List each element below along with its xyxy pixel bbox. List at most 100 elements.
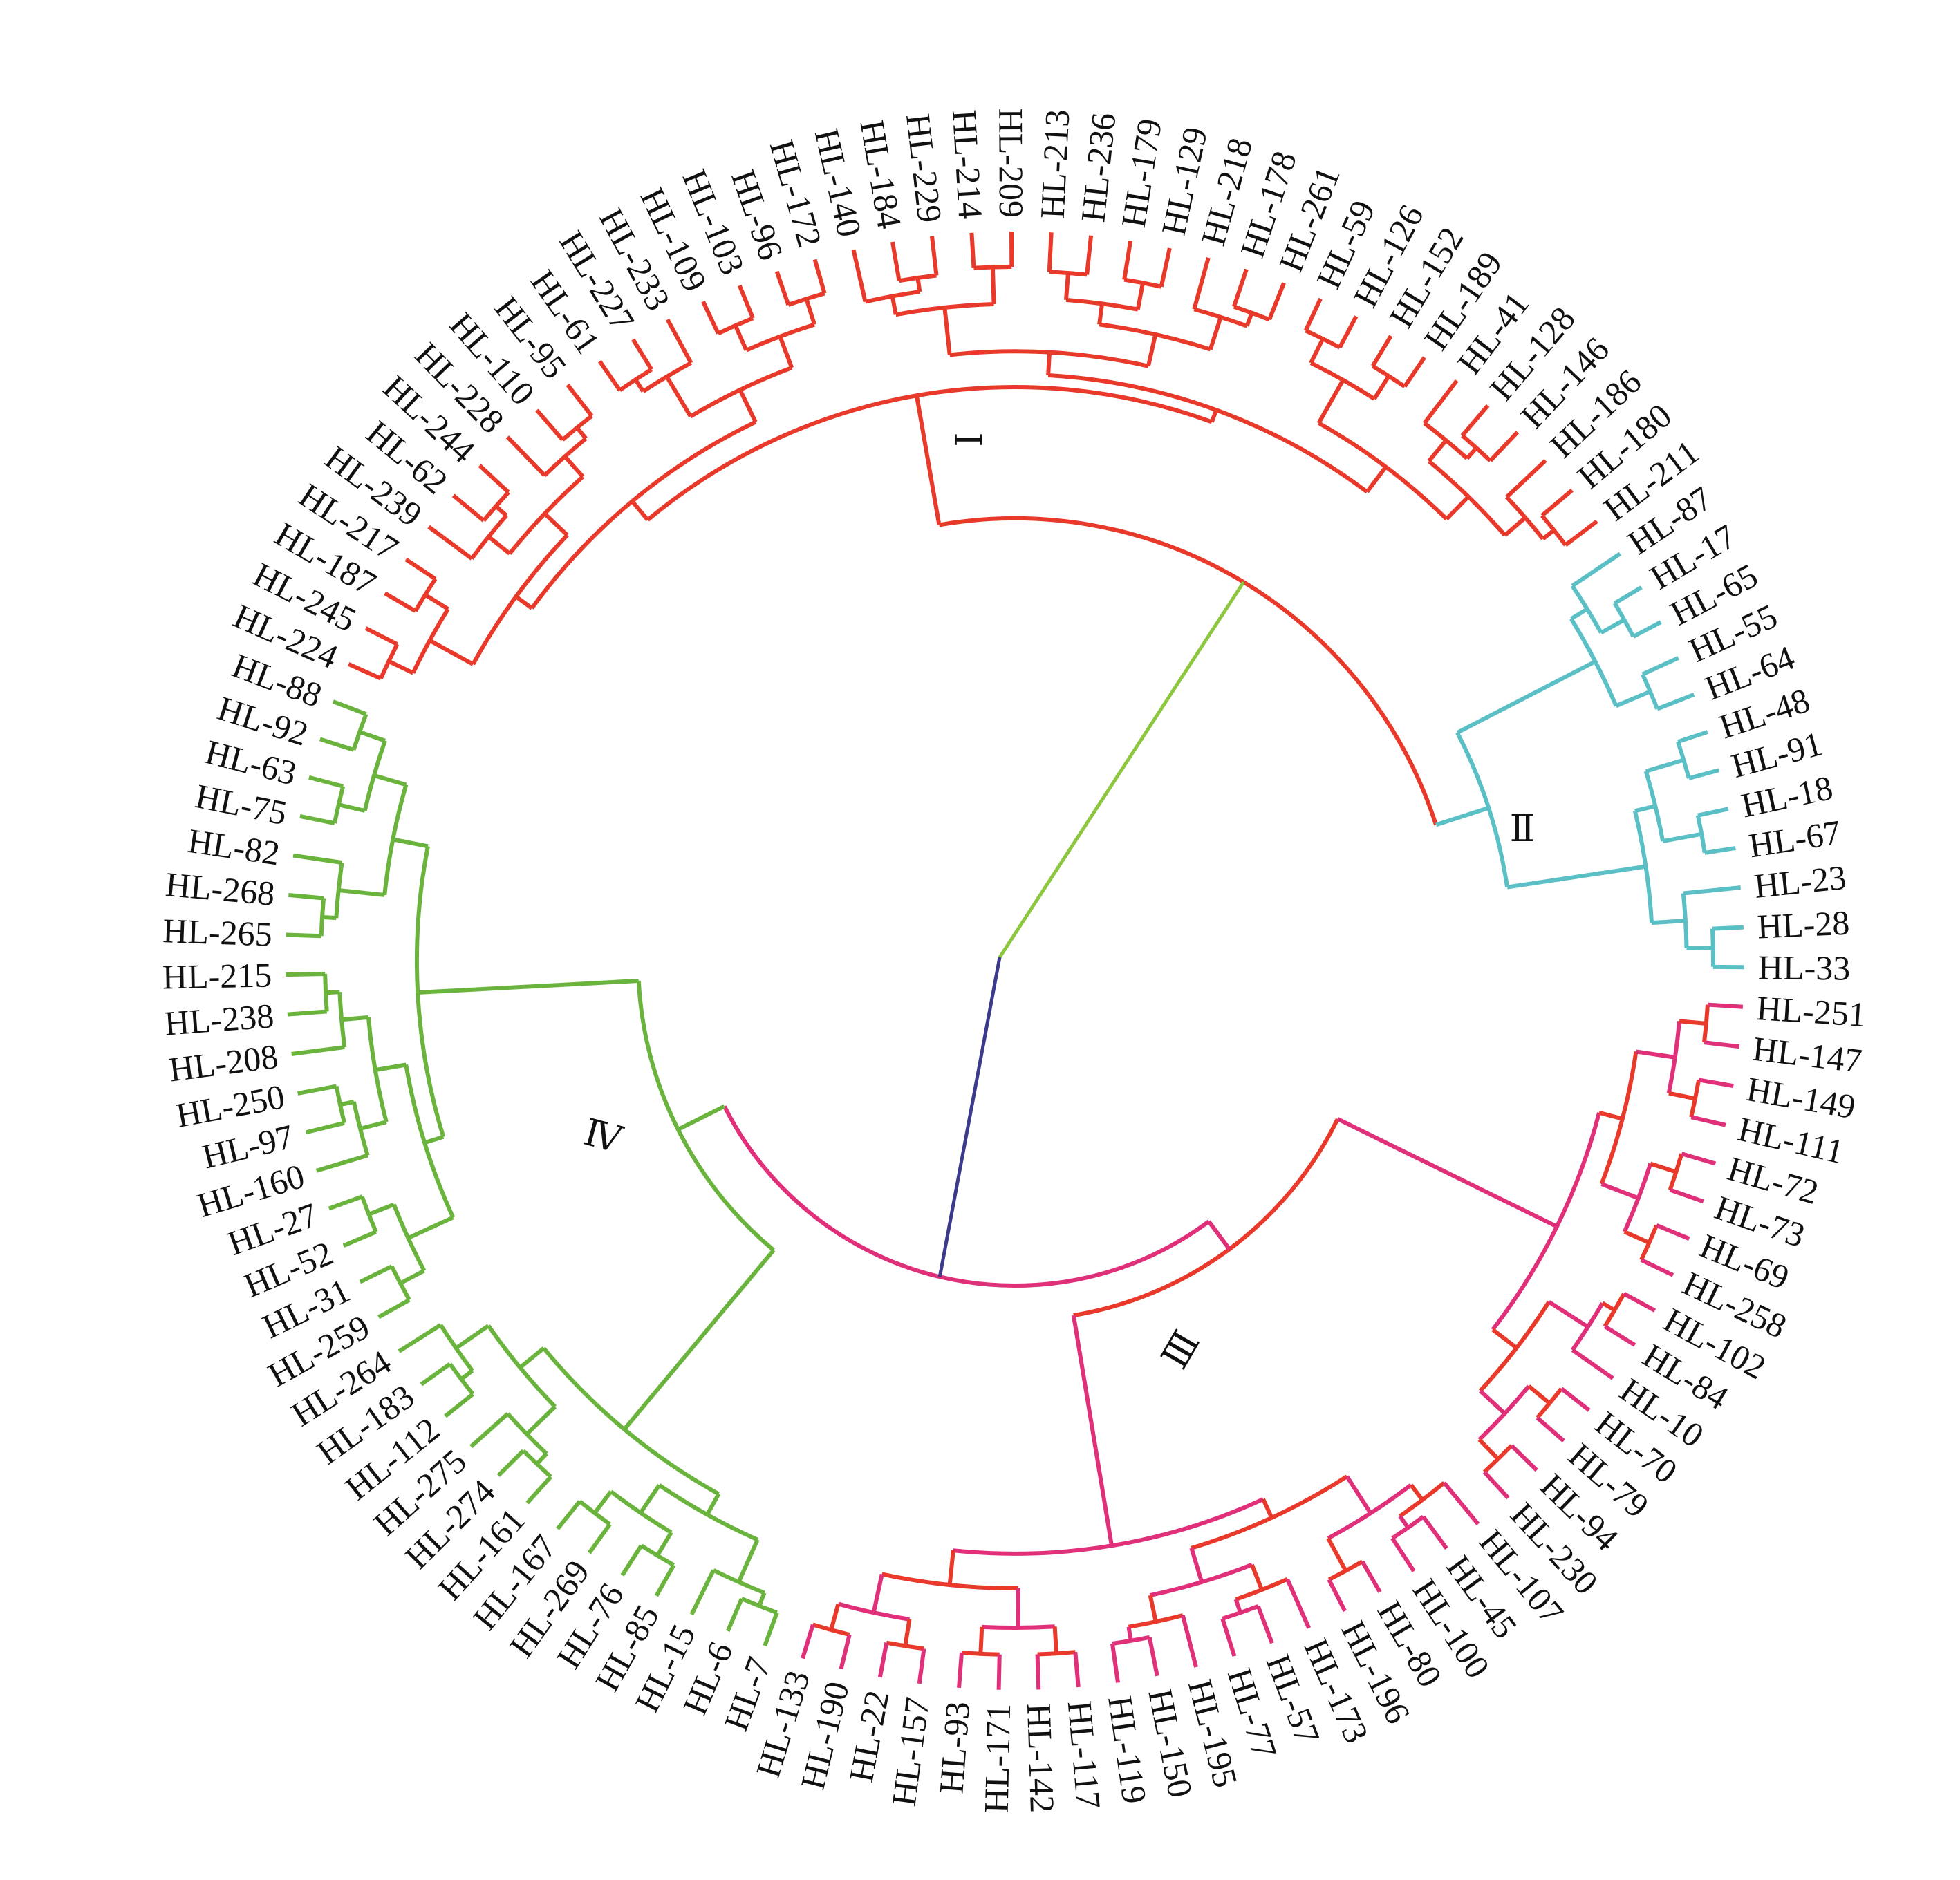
branch-line <box>1071 1315 1114 1546</box>
branch-line <box>1651 919 1686 925</box>
branch-arc <box>689 366 793 419</box>
branch-arc <box>1391 1515 1425 1540</box>
branch-line <box>424 593 449 611</box>
branch-line <box>1635 1049 1676 1060</box>
branch-line <box>1527 1384 1551 1405</box>
branch-line <box>424 1134 445 1145</box>
branch-line <box>451 494 485 523</box>
branch-arc <box>949 349 1149 368</box>
branch-line <box>1704 1040 1740 1049</box>
branch-line <box>1233 1599 1242 1614</box>
branch-line <box>1309 337 1325 364</box>
leaf-label: HL-236 <box>1073 111 1123 223</box>
branch-arc <box>640 1543 675 1567</box>
branch-arc <box>1681 893 1689 948</box>
branch-line <box>1690 1115 1726 1127</box>
branch-arc <box>379 643 400 679</box>
branch-arc <box>1540 514 1567 547</box>
branch-line <box>359 730 386 743</box>
branch-line <box>377 1298 411 1319</box>
branch-line <box>364 626 398 646</box>
branch-line <box>622 1248 776 1431</box>
branch-arc <box>1372 364 1406 388</box>
leaf-label: HL-28 <box>1757 903 1851 946</box>
branch-line <box>733 324 749 351</box>
branch-line <box>1122 240 1133 281</box>
branch-line <box>347 662 382 681</box>
branch-arc <box>1571 1301 1605 1351</box>
branch-arc <box>391 1203 427 1272</box>
branch-line <box>519 1346 545 1369</box>
branch-line <box>1126 1626 1133 1642</box>
branch-line <box>1662 831 1702 844</box>
branch-line <box>1244 312 1254 327</box>
branch-arc <box>530 420 757 610</box>
branch-line <box>315 1153 368 1173</box>
branch-line <box>705 1493 721 1516</box>
branch-line <box>575 426 588 440</box>
branch-line <box>839 1634 852 1670</box>
branch-line <box>1336 1117 1558 1229</box>
branch-line <box>665 318 693 364</box>
branch-line <box>1650 1161 1677 1174</box>
branch-arc <box>1477 1384 1531 1441</box>
branch-line <box>342 1230 377 1248</box>
branch-arc <box>1065 297 1139 312</box>
branch-line <box>1192 256 1211 310</box>
branch-line <box>829 1603 841 1630</box>
leaf-label: HL-23 <box>1753 858 1848 905</box>
branch-arc <box>745 322 815 352</box>
branch-line <box>292 853 343 865</box>
branch-line <box>325 990 340 995</box>
branch-line <box>1570 607 1589 621</box>
branch-line <box>1477 1438 1500 1460</box>
branch-line <box>1614 585 1643 605</box>
branch-line <box>375 1062 407 1073</box>
branch-line <box>1456 659 1596 735</box>
branch-line <box>1683 885 1741 896</box>
branch-line <box>633 378 645 393</box>
branch-arc <box>1049 270 1088 277</box>
root-branch-III-IV <box>937 957 1002 1277</box>
cluster-label: Ⅰ <box>946 432 988 446</box>
leaf-label: HL-251 <box>1755 988 1867 1034</box>
branch-arc <box>1622 1163 1653 1233</box>
branch-arc <box>886 1640 924 1651</box>
branch-line <box>1536 1416 1565 1443</box>
branch-line <box>957 1652 964 1689</box>
branch-arc <box>1632 810 1654 923</box>
branch-line <box>360 1120 387 1131</box>
branch-line <box>398 1323 442 1353</box>
branch-arc <box>953 1497 1264 1556</box>
branch-line <box>996 1654 1002 1690</box>
branch-arc <box>609 1489 673 1534</box>
branch-line <box>1571 552 1622 588</box>
branch-line <box>1409 1483 1424 1501</box>
branch-arc <box>1309 361 1376 401</box>
branch-line <box>655 1531 673 1557</box>
branch-line <box>368 1202 395 1216</box>
branch-arc <box>1666 1021 1682 1094</box>
branch-line <box>420 1362 451 1386</box>
branch-line <box>1603 1324 1636 1347</box>
branch-line <box>890 241 902 281</box>
branch-line <box>631 338 653 371</box>
branch-arc <box>722 1105 1211 1288</box>
branch-arc <box>337 992 347 1048</box>
branch-line <box>1634 804 1656 814</box>
branch-arc <box>561 414 593 442</box>
branch-line <box>1207 1220 1231 1251</box>
branch-line <box>1656 693 1695 711</box>
branch-line <box>917 1648 926 1684</box>
branch-arc <box>973 265 1012 270</box>
branch-line <box>851 249 868 303</box>
branch-arc <box>438 1324 474 1372</box>
branch-arc <box>1569 617 1618 707</box>
branch-line <box>341 1015 369 1022</box>
branch-line <box>339 1100 355 1107</box>
branch-line <box>1338 315 1359 349</box>
branch-line <box>319 737 355 752</box>
leaf-label: HL-238 <box>163 996 275 1042</box>
